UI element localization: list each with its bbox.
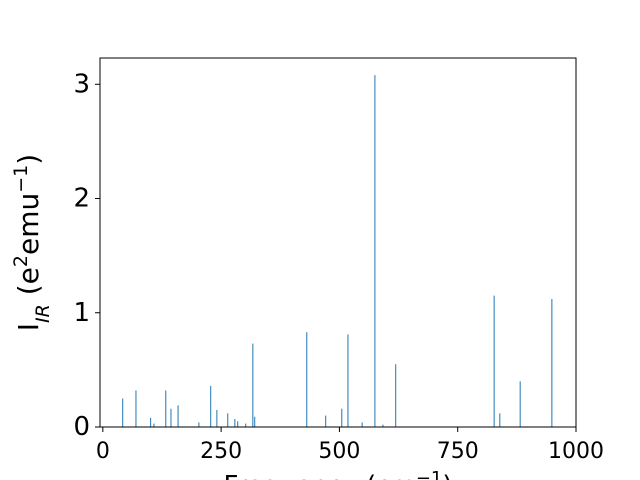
bar xyxy=(306,332,308,427)
bar xyxy=(122,398,124,427)
y-axis-label: IIR (e2emu−1) xyxy=(10,154,54,331)
bar xyxy=(165,390,167,427)
bar xyxy=(519,381,521,427)
x-tick-label: 1000 xyxy=(548,439,604,464)
x-axis-label-part: ) xyxy=(442,471,452,480)
x-tick-label: 750 xyxy=(437,439,479,464)
x-tick-label: 500 xyxy=(318,439,360,464)
bar xyxy=(234,419,236,427)
y-axis-label-part: I xyxy=(12,323,45,331)
y-axis-label-part: 2 xyxy=(10,255,32,267)
bar xyxy=(551,299,553,427)
bar xyxy=(216,409,218,427)
bar xyxy=(135,390,137,427)
bar xyxy=(252,343,254,427)
x-tick-label: 0 xyxy=(96,439,110,464)
y-axis-label-part: (e xyxy=(12,267,45,304)
bar xyxy=(210,385,212,427)
x-tick-label: 250 xyxy=(200,439,242,464)
bar xyxy=(245,423,247,427)
bar xyxy=(382,424,384,427)
bar xyxy=(153,423,155,427)
bar xyxy=(254,416,256,427)
y-tick-label: 3 xyxy=(73,69,90,99)
axes-frame xyxy=(99,57,577,428)
bar xyxy=(198,422,200,427)
y-tick-label: 2 xyxy=(73,184,90,214)
bar xyxy=(361,422,363,427)
y-axis-label-part: emu xyxy=(12,193,45,255)
x-axis-label: Frequency (cm−1) xyxy=(223,468,452,480)
bar xyxy=(493,295,495,427)
bar xyxy=(341,408,343,427)
y-tick-label: 0 xyxy=(73,412,90,442)
bar xyxy=(347,334,349,427)
x-axis-label-part: −1 xyxy=(416,468,443,480)
bar xyxy=(227,413,229,427)
y-axis-label-part: ) xyxy=(12,154,45,165)
y-axis-label-part: IR xyxy=(32,304,54,323)
bar xyxy=(374,75,376,427)
bar xyxy=(150,417,152,427)
bar xyxy=(395,364,397,427)
bar xyxy=(237,421,239,427)
x-axis-label-part: Frequency (cm xyxy=(223,471,415,480)
y-tick-label: 1 xyxy=(73,298,90,328)
bar xyxy=(170,408,172,427)
bar xyxy=(177,405,179,427)
bar xyxy=(325,415,327,427)
bar xyxy=(499,413,501,427)
y-axis-label-part: −1 xyxy=(10,165,32,193)
